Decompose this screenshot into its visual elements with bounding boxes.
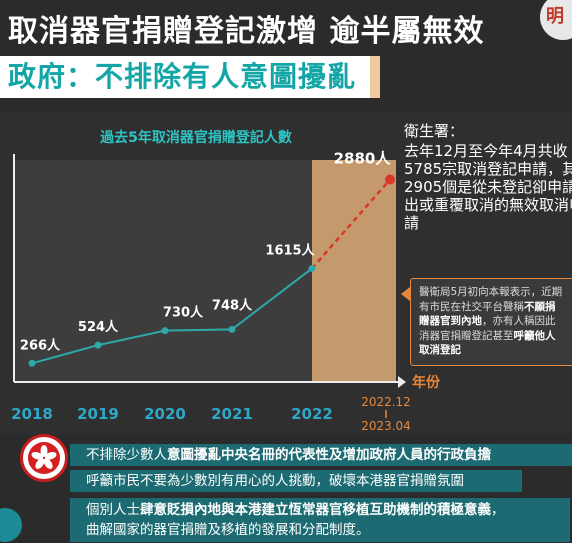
note-box: 醫衛局5月初向本報表示，近期 有市民在社交平台聲稱不願捐 贈器官到內地，亦有人稱… bbox=[410, 278, 572, 366]
data-label: 2880人 bbox=[334, 150, 392, 168]
data-label: 730人 bbox=[163, 305, 204, 321]
x-tick-label: 2022 bbox=[291, 405, 333, 423]
note-pointer bbox=[401, 287, 410, 301]
data-point bbox=[28, 359, 36, 367]
note-line: 贈器官到內地，亦有人稱因此 bbox=[419, 315, 556, 327]
line-chart: 過去5年取消器官捐贈登記人數 266人 524人 730人 748人 1615人 2880人… bbox=[11, 129, 441, 433]
statement-bar-1: 不排除少數人意圖擾亂中央名冊的代表性及增加政府人員的行政負擔 bbox=[70, 444, 572, 466]
x-axis-label: 年份 bbox=[412, 374, 441, 391]
headline: 取消器官捐贈登記激增 逾半屬無效 bbox=[8, 14, 485, 49]
bauhinia-icon bbox=[28, 442, 60, 474]
x-tick-label: 2022.12 bbox=[361, 395, 411, 409]
data-point bbox=[161, 327, 169, 335]
side-note-body: 去年12月至今年4月共收5785宗取消登記申請，其中2905個是從未登記卻申請退… bbox=[404, 142, 572, 232]
highlight-band bbox=[312, 160, 396, 382]
note-line: 有市民在社交平台聲稱不願捐 bbox=[419, 300, 556, 313]
hk-emblem-icon bbox=[20, 434, 68, 482]
data-point bbox=[94, 341, 102, 349]
data-label: 266人 bbox=[20, 337, 61, 353]
x-tick-label: 2023.04 bbox=[361, 419, 411, 433]
chart-title: 過去5年取消器官捐贈登記人數 bbox=[99, 129, 292, 146]
note-line: 取消登記 bbox=[419, 344, 461, 356]
x-tick-label: 2019 bbox=[77, 405, 119, 423]
statement-bar-3: 個別人士肆意貶損內地與本港建立恆常器官移植互助機制的積極意義， 曲解國家的器官捐… bbox=[70, 498, 570, 542]
side-note-label: 衛生署： bbox=[404, 122, 465, 140]
data-point bbox=[385, 174, 395, 185]
x-tick-label: 2021 bbox=[211, 405, 253, 423]
subhead-banner: 政府：不排除有人意圖擾亂 bbox=[0, 56, 381, 98]
x-axis-arrow-icon bbox=[398, 376, 406, 388]
decorative-circle bbox=[0, 508, 22, 542]
data-point bbox=[308, 264, 316, 272]
side-note: 衛生署： 去年12月至今年4月共收5785宗取消登記申請，其中2905個是從未登… bbox=[404, 122, 572, 232]
note-line: 醫衛局5月初向本報表示，近期 bbox=[419, 286, 563, 298]
data-label: 1615人 bbox=[265, 242, 315, 258]
statement-bar-2: 呼籲市民不要為少數別有用心的人挑動，破壞本港器官捐贈氛圍 bbox=[70, 470, 522, 492]
x-tick-label: 2020 bbox=[144, 405, 186, 423]
data-point bbox=[228, 325, 236, 333]
x-tick-label: 2018 bbox=[11, 405, 53, 423]
data-label: 748人 bbox=[212, 297, 253, 313]
plot-area bbox=[14, 160, 312, 382]
note-line: 消器官捐贈登記甚至呼籲他人 bbox=[419, 329, 556, 342]
data-label: 524人 bbox=[78, 319, 119, 335]
projection-line bbox=[311, 178, 391, 270]
